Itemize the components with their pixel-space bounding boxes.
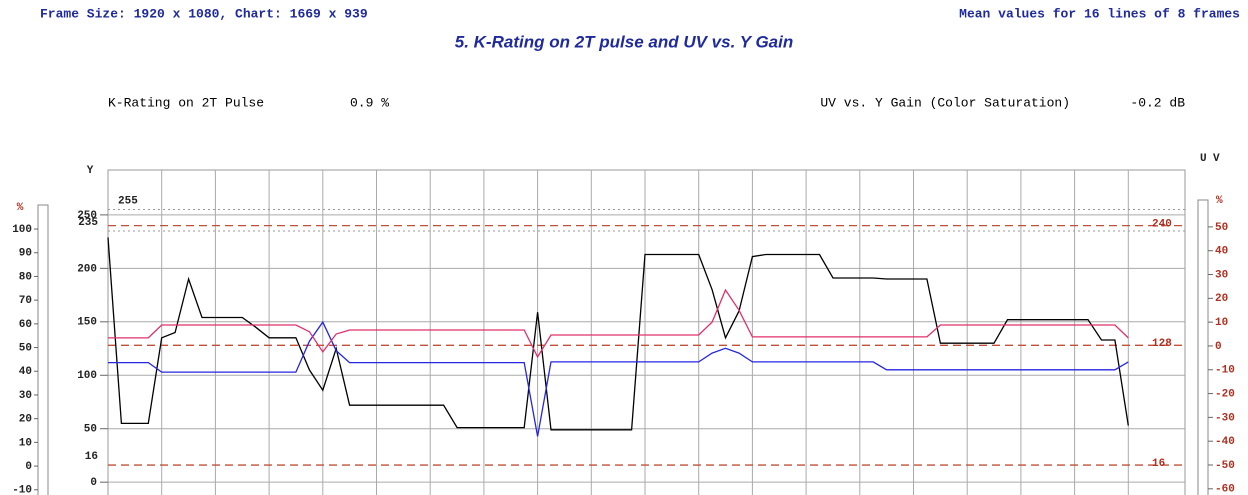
header-left: Frame Size: 1920 x 1080, Chart: 1669 x 9… (40, 6, 368, 21)
y2-tick-label: 40 (1215, 246, 1228, 258)
pct-tick-label: 60 (19, 319, 32, 331)
reference-label: 16 (1152, 458, 1165, 470)
trace (107, 237, 1129, 431)
y2-tick-label: 50 (1215, 222, 1228, 234)
y2-tick-label: 10 (1215, 317, 1228, 329)
y2-tick-label: 20 (1215, 293, 1228, 305)
reference-label: 235 (78, 217, 98, 229)
chart-title: 5. K-Rating on 2T pulse and UV vs. Y Gai… (455, 32, 794, 51)
y2-tick-label: -50 (1215, 460, 1235, 472)
pct-tick-label: 40 (19, 366, 32, 378)
y-tick-label: 50 (84, 424, 97, 436)
pct-tick-label: 70 (19, 295, 32, 307)
y2-tick-label: -40 (1215, 436, 1235, 448)
pct-tick-label: 0 (25, 461, 32, 473)
y-tick-label: 0 (90, 477, 97, 489)
reference-label: 255 (118, 195, 138, 207)
pct-tick-label: 90 (19, 248, 32, 260)
pct-axis-label: % (17, 202, 24, 214)
reference-label: 128 (1152, 338, 1172, 350)
series-name: V (1213, 153, 1220, 165)
scale-bracket (37, 204, 49, 495)
y2-tick-label: -30 (1215, 412, 1235, 424)
pct-tick-label: 50 (19, 342, 32, 354)
measurement-label: UV vs. Y Gain (Color Saturation) (820, 95, 1070, 110)
y-tick-label: 150 (77, 317, 97, 329)
pct-tick-label: 100 (12, 224, 32, 236)
y2-tick-label: 0 (1215, 341, 1222, 353)
pct-tick-label: 30 (19, 390, 32, 402)
pct-tick-label: -10 (12, 485, 32, 495)
trace (108, 288, 1129, 359)
y2-tick-label: -10 (1215, 365, 1235, 377)
pct-tick-label: 80 (19, 271, 32, 283)
series-name: U (1200, 153, 1207, 165)
y-tick-label: 200 (77, 263, 97, 275)
pct-tick-label: 20 (19, 414, 32, 426)
pct-tick-label: 10 (19, 437, 32, 449)
y2-tick-label: 30 (1215, 269, 1228, 281)
measurement-label: K-Rating on 2T Pulse (108, 95, 264, 110)
measurement-value: -0.2 dB (1130, 95, 1185, 110)
series-name: Y (87, 165, 94, 177)
y2-tick-label: -20 (1215, 388, 1235, 400)
reference-label: 240 (1152, 218, 1172, 230)
y2-tick-label: -60 (1215, 484, 1235, 495)
measurement-value: 0.9 % (350, 95, 389, 110)
reference-label: 16 (85, 451, 98, 463)
scale-bracket (1197, 199, 1209, 495)
trace (108, 320, 1129, 437)
y2-axis-label: % (1216, 195, 1223, 207)
header-right: Mean values for 16 lines of 8 frames (959, 6, 1240, 21)
y-tick-label: 100 (77, 370, 97, 382)
y-tick-label: 250 (77, 210, 97, 222)
plot-frame (107, 169, 1186, 495)
